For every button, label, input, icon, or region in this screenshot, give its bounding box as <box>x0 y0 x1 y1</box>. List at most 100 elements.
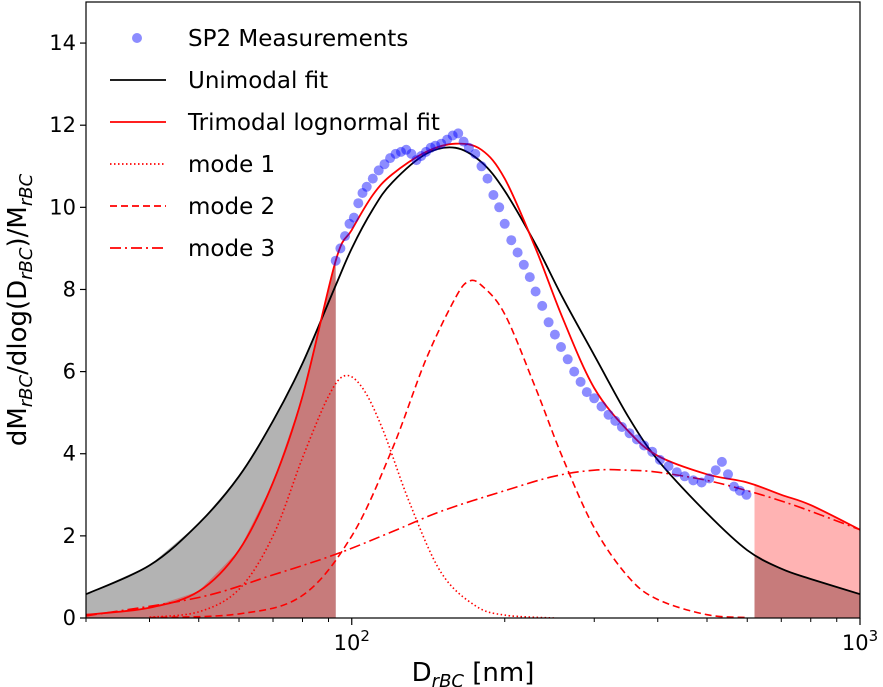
measurement-point <box>453 128 464 139</box>
y-tick-label: 6 <box>63 360 76 384</box>
fit-curves <box>86 142 860 618</box>
legend-label: Trimodal lognormal fit <box>187 110 440 136</box>
measurement-point <box>639 440 650 451</box>
measurement-point <box>385 153 396 164</box>
measurement-point <box>688 475 699 486</box>
y-axis: 0 2 4 6 8 10 12 14 <box>49 31 86 630</box>
measurement-point <box>390 148 401 159</box>
measurement-point <box>603 409 614 420</box>
measurement-point <box>411 155 422 166</box>
legend-item-trimodal-lognormal-fit: Trimodal lognormal fit <box>110 110 440 136</box>
y-tick-label: 4 <box>63 442 76 466</box>
legend-label: mode 2 <box>188 194 275 220</box>
y-tick-label: 14 <box>49 31 76 55</box>
mode-3-line <box>86 468 860 617</box>
measurement-point <box>581 387 592 398</box>
measurement-point <box>696 477 707 488</box>
measurement-point <box>421 146 431 157</box>
legend-label: mode 1 <box>188 152 275 178</box>
measurement-point <box>430 140 441 151</box>
measurement-point <box>330 255 341 266</box>
measurement-point <box>671 467 682 478</box>
measurement-point <box>476 161 487 172</box>
measurement-point <box>373 165 384 176</box>
measurement-point <box>512 247 523 258</box>
measurement-point <box>556 342 566 352</box>
measurement-point <box>716 456 727 467</box>
legend-item-mode-1: mode 1 <box>110 152 275 178</box>
measurement-point <box>518 259 529 270</box>
legend-marker <box>132 33 142 43</box>
legend-label: mode 3 <box>188 236 275 262</box>
legend: SP2 Measurements Unimodal fit Trimodal log… <box>110 26 440 262</box>
measurement-point <box>663 461 674 472</box>
measurement-point <box>654 454 665 465</box>
measurement-point <box>416 151 427 161</box>
measurement-point <box>631 434 642 445</box>
measurement-point <box>569 366 580 377</box>
y-tick-label: 8 <box>63 277 76 301</box>
measurement-point <box>482 173 493 184</box>
measurement-point <box>723 469 733 480</box>
legend-label: SP2 Measurements <box>188 26 408 52</box>
measurement-point <box>679 471 690 482</box>
measurement-point <box>494 202 505 213</box>
measurement-point <box>499 218 510 229</box>
measurement-point <box>624 428 635 439</box>
measurement-point <box>549 329 560 340</box>
measurement-point <box>596 401 607 412</box>
measurement-point <box>348 212 359 223</box>
mode-1-line <box>149 374 555 618</box>
legend-item-unimodal-fit: Unimodal fit <box>110 68 328 94</box>
trimodal-lognormal-fit-line <box>86 142 860 616</box>
y-axis-label: dMrBC/dlog(DrBC)/MrBC <box>3 173 37 446</box>
mode-2-line <box>149 279 748 618</box>
legend-item-sp2-measurements: SP2 Measurements <box>132 26 408 52</box>
measurement-point <box>401 144 412 155</box>
legend-item-mode-2: mode 2 <box>110 194 275 220</box>
shaded-region-2 <box>86 260 336 618</box>
measurement-point <box>442 134 453 145</box>
measurement-point <box>729 481 739 492</box>
measurement-point <box>447 130 458 141</box>
measurement-point <box>741 489 752 500</box>
measurement-point <box>575 376 586 387</box>
measurement-point <box>335 243 346 254</box>
legend-item-mode-3: mode 3 <box>110 236 275 262</box>
measurement-point <box>470 148 481 159</box>
measurement-point <box>436 138 447 149</box>
measurement-point <box>367 173 378 184</box>
y-tick-label: 2 <box>63 524 76 548</box>
measurement-point <box>463 142 474 153</box>
y-tick-label: 12 <box>49 113 76 137</box>
shaded-region-4 <box>754 554 860 618</box>
plot-frame <box>85 1 861 619</box>
y-tick-label: 10 <box>49 195 76 219</box>
measurement-point <box>458 136 469 147</box>
measurement-point <box>524 272 535 283</box>
unimodal-fit-line <box>86 146 860 596</box>
y-tick-label: 0 <box>63 606 76 630</box>
measurement-point <box>562 354 573 365</box>
measurement-point <box>340 231 350 242</box>
measurement-point <box>589 393 600 404</box>
measurement-point <box>543 317 554 328</box>
measurement-point <box>425 142 436 153</box>
measurement-point <box>710 465 721 476</box>
measurement-point <box>396 146 406 157</box>
measurement-point <box>616 422 627 432</box>
measurement-point <box>344 218 355 229</box>
measurement-point <box>361 181 372 192</box>
measurement-point <box>357 188 368 198</box>
measurement-point <box>488 190 499 200</box>
measurement-point <box>506 235 517 246</box>
measurement-point <box>530 286 541 297</box>
measurement-point <box>704 473 715 484</box>
measurement-point <box>734 485 745 496</box>
legend-label: Unimodal fit <box>188 68 328 94</box>
measurement-points <box>330 128 752 500</box>
measurement-point <box>406 148 417 159</box>
x-axis-label: DrBC [nm] <box>412 658 535 687</box>
measurement-point <box>647 446 658 457</box>
